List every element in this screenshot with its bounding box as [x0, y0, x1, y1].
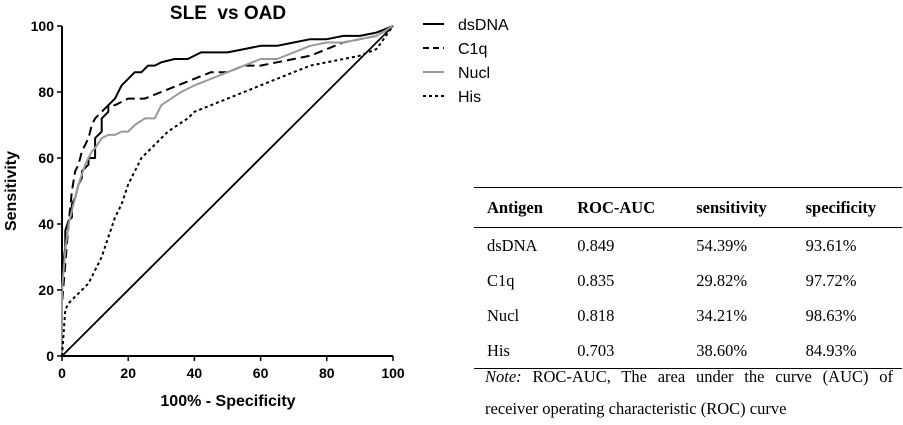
table-note: Note: ROC-AUC, The area under the curve …: [485, 361, 893, 425]
x-axis-label: 100% - Specificity: [160, 393, 295, 410]
y-axis-label: Sensitivity: [3, 151, 20, 231]
cell-antigen: His: [474, 333, 565, 369]
x-tick-label: 100: [381, 365, 405, 381]
cell-sensitivity: 29.82%: [696, 270, 748, 290]
cell-antigen: Nucl: [487, 305, 520, 325]
reference-diagonal-line: [61, 25, 394, 357]
x-axis-ticks: 0 20 40 60 80 100: [58, 356, 405, 381]
cell-antigen: C1q: [487, 270, 515, 290]
cell-specificity: 84.93%: [792, 333, 902, 369]
cell-specificity: 98.63%: [805, 305, 857, 325]
header-specificity: specificity: [792, 187, 902, 228]
legend-label-dsdna: dsDNA: [458, 17, 509, 34]
header-roc-auc: ROC-AUC: [564, 187, 684, 228]
cell-sensitivity: 38.60%: [683, 333, 793, 369]
table-row: dsDNA 0.849 54.39% 93.61%: [474, 228, 902, 264]
note-label: Note:: [485, 367, 522, 386]
legend-label-nucl: Nucl: [458, 65, 490, 82]
y-tick-label: 100: [31, 18, 55, 34]
x-tick-label: 80: [319, 365, 335, 381]
series-line-nucl: [61, 25, 394, 356]
note-text: ROC-AUC, The area under the curve (AUC) …: [485, 367, 893, 418]
cell-specificity: 93.61%: [805, 235, 857, 255]
roc-chart: SLE vs OAD 0 20 40 60 80 100 0 20 40 60 80 100 100…: [3, 3, 509, 410]
table-row: Nucl 0.818 34.21% 98.63%: [474, 298, 902, 333]
plot-area: [61, 25, 394, 357]
y-tick-label: 20: [38, 282, 54, 298]
x-tick-label: 40: [187, 365, 203, 381]
legend-label-his: His: [458, 89, 481, 106]
x-tick-label: 20: [120, 365, 136, 381]
cell-roc-auc: 0.818: [577, 305, 615, 325]
y-tick-label: 80: [38, 84, 54, 100]
x-tick-label: 0: [58, 365, 66, 381]
y-axis-ticks: 0 20 40 60 80 100: [31, 18, 62, 364]
auc-table-container: Antigen ROC-AUC sensitivity specificity …: [474, 187, 902, 369]
cell-roc-auc: 0.849: [577, 235, 615, 255]
y-tick-label: 0: [46, 348, 54, 364]
table-row: His 0.703 38.60% 84.93%: [474, 333, 902, 369]
cell-sensitivity: 34.21%: [696, 305, 748, 325]
header-sensitivity: sensitivity: [683, 187, 793, 228]
cell-sensitivity: 54.39%: [696, 235, 748, 255]
legend-label-c1q: C1q: [458, 41, 487, 58]
x-tick-label: 60: [253, 365, 269, 381]
legend: dsDNA C1q Nucl His: [423, 17, 509, 106]
auc-table: Antigen ROC-AUC sensitivity specificity …: [474, 187, 902, 369]
cell-antigen: dsDNA: [487, 235, 538, 255]
y-tick-label: 60: [38, 150, 54, 166]
series-line-c1q: [61, 25, 394, 356]
table-header-row: Antigen ROC-AUC sensitivity specificity: [474, 187, 902, 228]
y-tick-label: 40: [38, 216, 54, 232]
cell-roc-auc: 0.703: [564, 333, 684, 369]
table-row: C1q 0.835 29.82% 97.72%: [474, 263, 902, 298]
series-line-his: [61, 25, 394, 357]
cell-specificity: 97.72%: [805, 270, 857, 290]
header-antigen: Antigen: [474, 187, 565, 228]
chart-title: SLE vs OAD: [170, 3, 286, 24]
cell-roc-auc: 0.835: [577, 270, 615, 290]
